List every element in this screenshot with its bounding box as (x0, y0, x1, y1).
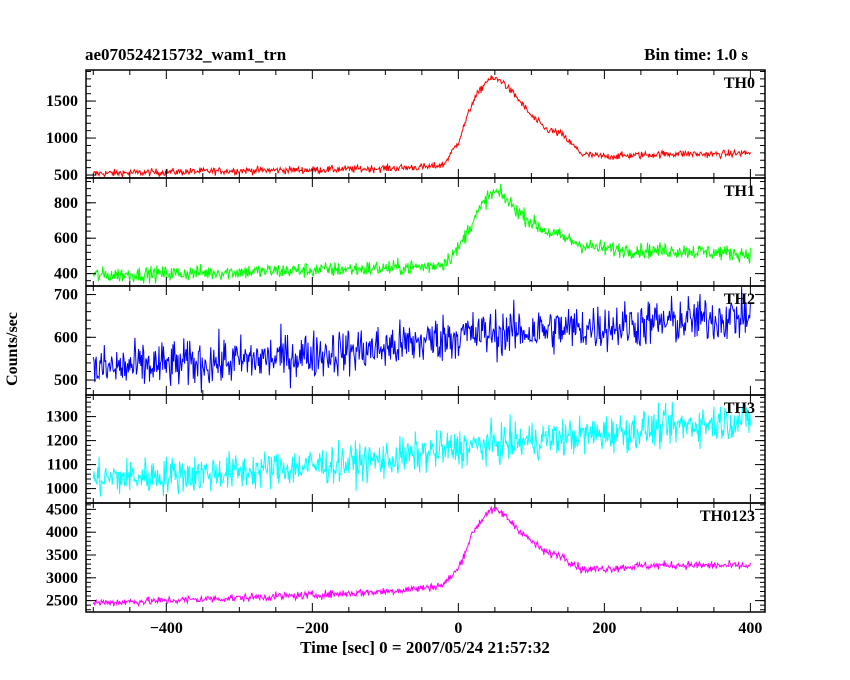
panel-label-th2: TH2 (724, 291, 755, 308)
panel-label-th1: TH1 (724, 183, 755, 200)
x-tick-label: 200 (592, 620, 616, 637)
y-tick-label: 700 (54, 287, 78, 304)
panel-frame-th1 (85, 177, 766, 287)
y-tick-label: 1100 (47, 457, 78, 474)
panel-frame-th0 (85, 69, 766, 179)
x-tick-label: 400 (738, 620, 762, 637)
x-tick-label: −200 (296, 620, 329, 637)
y-tick-label: 4000 (46, 524, 78, 541)
y-tick-label: 500 (54, 372, 78, 389)
series-line-th3 (92, 401, 751, 497)
y-tick-label: 1000 (46, 481, 78, 498)
y-tick-label: 800 (54, 195, 78, 212)
panel-label-th0123: TH0123 (700, 508, 755, 525)
y-tick-label: 1000 (46, 130, 78, 147)
y-tick-label: 600 (54, 230, 78, 247)
series-line-th0123 (92, 506, 751, 608)
y-tick-label: 1500 (46, 93, 78, 110)
x-tick-label: −400 (150, 620, 183, 637)
x-tick-label: 0 (454, 620, 462, 637)
series-line-th2 (92, 286, 751, 393)
y-tick-label: 3500 (46, 547, 78, 564)
chart-title: ae070524215732_wam1_trn (85, 45, 287, 64)
bin-time-label: Bin time: 1.0 s (644, 45, 748, 64)
y-tick-label: 3000 (46, 570, 78, 587)
y-tick-label: 1300 (46, 409, 78, 426)
x-axis-label: Time [sec] 0 = 2007/05/24 21:57:32 (300, 638, 550, 657)
series-line-th0 (92, 75, 751, 178)
y-tick-label: 2500 (46, 593, 78, 610)
y-tick-label: 1200 (46, 433, 78, 450)
series-line-th1 (92, 183, 751, 284)
y-tick-label: 4500 (46, 501, 78, 518)
y-tick-label: 600 (54, 329, 78, 346)
panel-label-th3: TH3 (724, 400, 755, 417)
panel-label-th0: TH0 (724, 75, 755, 92)
y-tick-label: 500 (54, 167, 78, 184)
panel-frame-th0123 (85, 502, 766, 613)
y-tick-label: 400 (54, 266, 78, 283)
